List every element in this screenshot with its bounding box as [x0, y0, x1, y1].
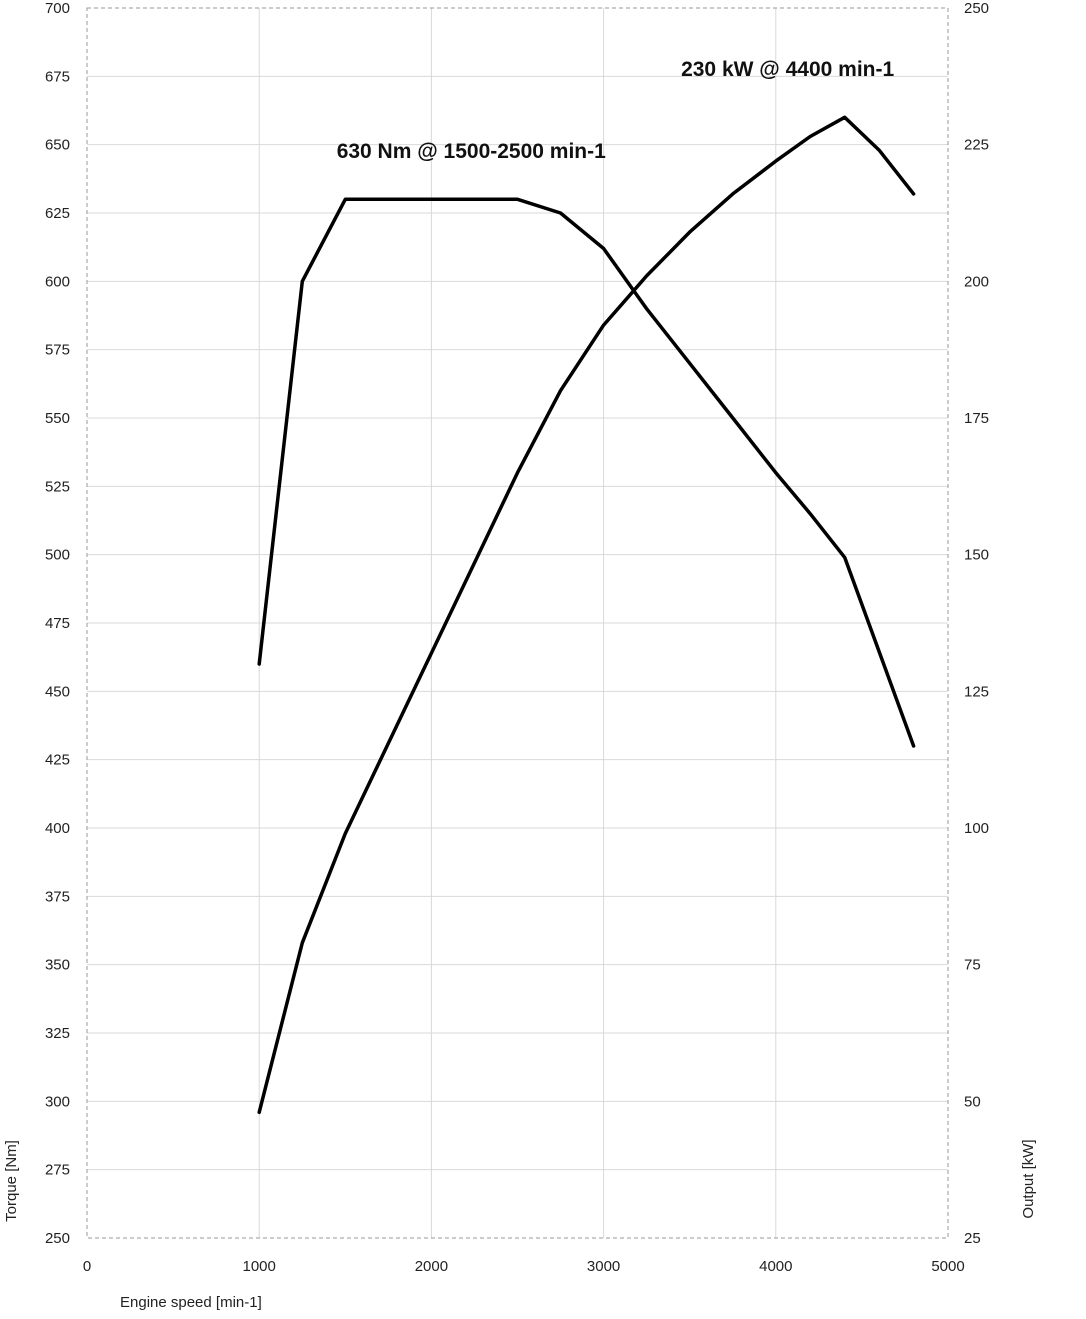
y2-tick-label: 175	[964, 410, 989, 427]
peak-torque-annotation: 630 Nm @ 1500-2500 min-1	[337, 140, 606, 163]
x-tick-label: 3000	[587, 1258, 620, 1275]
y-tick-label: 650	[45, 137, 70, 154]
y-tick-label: 300	[45, 1093, 70, 1110]
y2-tick-label: 125	[964, 683, 989, 700]
y-tick-label: 450	[45, 683, 70, 700]
y2-tick-label: 200	[964, 273, 989, 290]
y-tick-label: 325	[45, 1025, 70, 1042]
y2-tick-label: 75	[964, 957, 981, 974]
y2-axis-title: Output [kW]	[1020, 1139, 1037, 1218]
gridlines	[87, 8, 948, 1238]
y-tick-label: 575	[45, 342, 70, 359]
y-axis-title: Torque [Nm]	[3, 1140, 20, 1222]
peak-output-annotation: 230 kW @ 4400 min-1	[681, 58, 894, 81]
y-tick-label: 675	[45, 68, 70, 85]
x-tick-label: 4000	[759, 1258, 792, 1275]
series-layer	[257, 115, 916, 1115]
y2-tick-label: 100	[964, 820, 989, 837]
x-tick-label: 0	[83, 1258, 91, 1275]
text-layer: 0 1000 2000 3000 4000 5000 250 275 300 325 350 375 4…	[3, 0, 1037, 1311]
y-tick-label: 500	[45, 547, 70, 564]
y-tick-label: 625	[45, 205, 70, 222]
x-tick-label: 1000	[243, 1258, 276, 1275]
torque-line	[257, 197, 916, 748]
plot-frame	[86, 7, 949, 1239]
y-tick-label: 475	[45, 615, 70, 632]
y-tick-label: 275	[45, 1162, 70, 1179]
y-tick-label: 375	[45, 888, 70, 905]
y2-tick-label: 150	[964, 547, 989, 564]
y-tick-label: 550	[45, 410, 70, 427]
y-tick-label: 350	[45, 957, 70, 974]
y-tick-label: 400	[45, 820, 70, 837]
y-tick-label: 700	[45, 0, 70, 17]
x-tick-label: 2000	[415, 1258, 448, 1275]
output-line	[257, 115, 916, 1115]
y2-tick-label: 50	[964, 1093, 981, 1110]
y2-tick-label: 225	[964, 137, 989, 154]
y-tick-label: 250	[45, 1230, 70, 1247]
y-tick-label: 425	[45, 752, 70, 769]
y2-tick-label: 25	[964, 1230, 981, 1247]
x-tick-label: 5000	[931, 1258, 964, 1275]
y-tick-label: 525	[45, 478, 70, 495]
y-tick-label: 600	[45, 273, 70, 290]
x-axis-title: Engine speed [min-1]	[120, 1294, 262, 1311]
y2-tick-label: 250	[964, 0, 989, 17]
